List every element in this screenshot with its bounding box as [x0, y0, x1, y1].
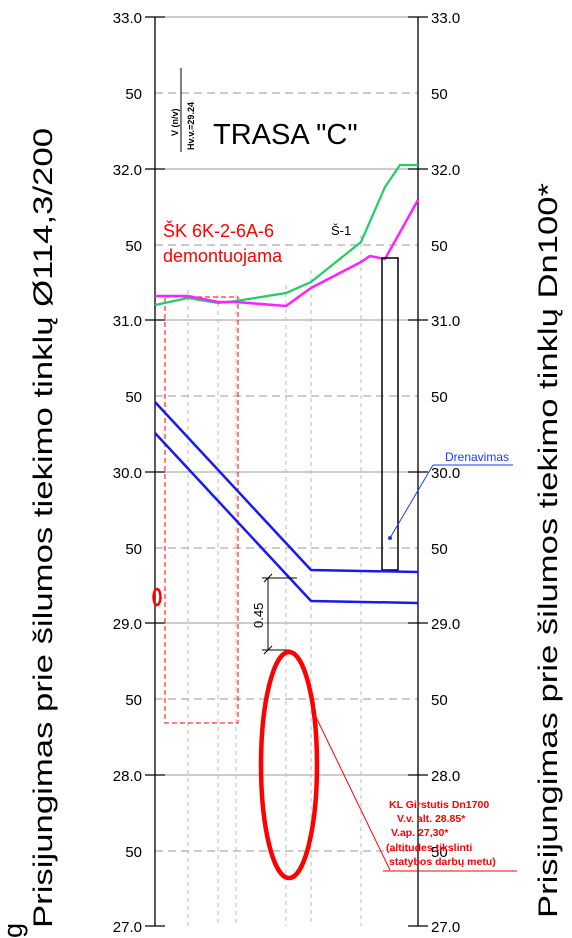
- demolished-chamber-outline: [164, 296, 239, 724]
- crossing-leader: [314, 714, 391, 871]
- right-tick-label: 33.0: [431, 10, 460, 27]
- crossing-note-line4: (altitudes tikslinti: [386, 842, 472, 854]
- pipe-upper: [154, 401, 419, 574]
- well-label: Š-1: [331, 223, 351, 238]
- left-tick-label: 32.0: [113, 162, 142, 179]
- right-tick-label: 50: [431, 86, 448, 103]
- left-axis-cut-glyph: g: [0, 923, 28, 938]
- drainage-point-icon: [388, 536, 392, 540]
- right-axis-title: Prisijungimas prie šilumos tiekimo tinkl…: [533, 182, 563, 918]
- right-tick-label: 50: [431, 389, 448, 406]
- left-tick-label: 50: [125, 844, 142, 861]
- left-tick-label: 31.0: [113, 313, 142, 330]
- crossing-note-line2: V.v. alt. 28.85*: [397, 813, 466, 825]
- clearance-label: 0.45: [251, 603, 266, 628]
- crossing-note-line3: V.ap. 27,30*: [391, 827, 449, 839]
- crossing-note: KL Girstutis Dn1700 V.v. alt. 28.85* V.a…: [386, 799, 496, 868]
- demolition-note-line1: ŠK 6K-2-6A-6: [163, 220, 274, 241]
- left-tick-label: 50: [125, 238, 142, 255]
- right-tick-label: 30.0: [431, 465, 460, 482]
- left-tick-label: 50: [125, 86, 142, 103]
- trasa-title: TRASA "C": [213, 119, 358, 151]
- design-ground-line: [155, 199, 420, 308]
- scale-label-top: V (n/v): [170, 108, 180, 136]
- left-tick-label: 50: [125, 541, 142, 558]
- right-tick-label: 28.0: [431, 768, 460, 785]
- left-tick-label: 29.0: [113, 616, 142, 633]
- existing-ground-line: [154, 163, 418, 307]
- crossing-note-line1: KL Girstutis Dn1700: [389, 799, 489, 811]
- drainage-leader: [389, 464, 434, 539]
- crossing-note-line5: statybos darbų metu): [389, 856, 496, 868]
- left-tick-labels: 33.0 50 32.0 50 31.0 50 30.0 50 29.0 50 …: [113, 10, 142, 936]
- right-tick-label: 50: [431, 238, 448, 255]
- demolition-note-line2: demontuojama: [163, 246, 283, 266]
- left-tick-label: 50: [125, 692, 142, 709]
- clearance-dimension: [262, 573, 297, 655]
- left-tick-label: 50: [125, 389, 142, 406]
- well-box: [381, 257, 399, 571]
- axes: [145, 16, 428, 927]
- left-tick-label: 33.0: [113, 10, 142, 27]
- right-tick-label: 31.0: [431, 313, 460, 330]
- left-tick-label: 30.0: [113, 465, 142, 482]
- right-tick-label: 29.0: [431, 616, 460, 633]
- left-tick-label: 28.0: [113, 768, 142, 785]
- right-tick-label: 50: [431, 541, 448, 558]
- small-red-marker: [152, 587, 162, 607]
- right-tick-label: 50: [431, 692, 448, 709]
- right-tick-labels: 33.0 50 32.0 50 31.0 50 30.0 50 29.0 50 …: [431, 10, 460, 936]
- right-tick-label: 27.0: [431, 919, 460, 936]
- scale-label-bottom: Hv.v.=29.24: [186, 102, 196, 150]
- drainage-label: Drenavimas: [445, 450, 509, 464]
- crossing-ellipse: [258, 649, 320, 881]
- station-lines: [187, 235, 362, 926]
- left-tick-label: 27.0: [113, 919, 142, 936]
- right-tick-label: 50: [431, 844, 448, 861]
- right-tick-label: 32.0: [431, 162, 460, 179]
- left-axis-title: Prisijungimas prie šilumos tiekimo tinkl…: [28, 128, 58, 928]
- pipe-lower: [154, 432, 419, 605]
